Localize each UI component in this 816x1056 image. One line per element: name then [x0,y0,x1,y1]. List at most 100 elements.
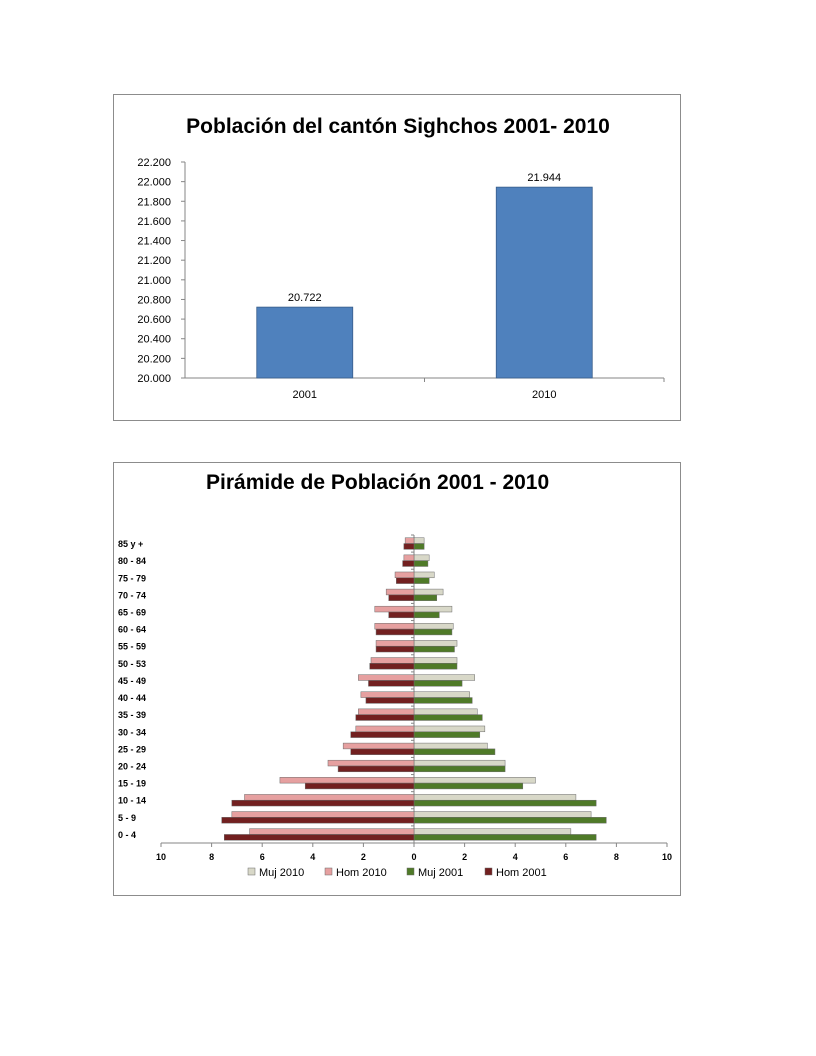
bar-hom-2010 [279,777,415,784]
bar-hom-2001 [388,611,415,619]
bar-muj-2001 [413,765,506,773]
bar-muj-2010 [413,571,435,579]
bar-muj-2001 [413,680,463,687]
x-tick-label: 2010 [532,389,556,401]
y-tick-label: 22.000 [137,177,171,189]
x-tick-label: 0 [411,852,416,862]
x-tick-label: 8 [209,852,214,862]
bar-hom-2010 [370,657,415,664]
legend-swatch [484,867,493,876]
bar-hom-2001 [388,594,415,601]
bar-muj-2001 [413,782,524,790]
age-group-label: 60 - 64 [118,625,146,635]
bar-hom-2001 [355,714,415,721]
age-group-label: 65 - 69 [118,608,146,618]
bar-muj-2001 [413,594,438,601]
bar-muj-2001 [413,628,453,636]
population-pyramid-chart: Pirámide de Población 2001 - 2010 10 8 6 4 2… [113,462,681,896]
bar-hom-2010 [375,640,415,647]
x-tick-label: 4 [513,852,518,862]
bar-muj-2001 [413,799,597,807]
y-tick-label: 21.400 [137,236,171,248]
bar-hom-2001 [375,628,415,636]
bar-hom-2001 [396,577,415,584]
age-group-label: 5 - 9 [118,813,136,823]
x-tick-label: 10 [156,852,166,862]
bar-hom-2010 [374,623,415,630]
bar-muj-2010 [413,554,430,561]
legend-label: Muj 2010 [259,867,304,879]
legend-label: Muj 2001 [418,867,463,879]
legend-swatch [324,867,333,876]
bar-muj-2001 [413,817,607,824]
bar-muj-2001 [413,543,425,550]
legend-label: Hom 2001 [496,867,547,879]
bar-2001 [256,306,354,379]
bar-muj-2010 [413,588,444,596]
bar-muj-2001 [413,731,481,738]
bar-chart-plot: 20.000 20.200 20.400 20.600 20.800 21.000 21.2… [137,157,665,401]
bar-muj-2010 [413,828,572,835]
y-tick-label: 21.200 [137,255,171,267]
y-tick-label: 22.200 [137,157,171,169]
bar-hom-2001 [403,543,415,550]
age-group-label: 70 - 74 [118,590,146,600]
bar-hom-2010 [403,554,415,561]
bar-muj-2010 [413,794,577,801]
bar-hom-2001 [304,782,415,790]
bar-hom-2001 [221,817,415,824]
age-group-label: 40 - 44 [118,693,146,703]
bar-hom-2010 [404,537,415,544]
x-tick-label: 2 [462,852,467,862]
y-tick-label: 21.600 [137,216,171,228]
bar-muj-2010 [413,623,454,630]
bar-muj-2010 [413,725,486,733]
bar-hom-2010 [358,674,415,681]
bar-muj-2001 [413,645,455,653]
y-tick-label: 20.600 [137,314,171,326]
bar-hom-2001 [375,645,415,653]
pyramid-chart-title: Pirámide de Población 2001 - 2010 [206,471,550,494]
x-tick-label: 4 [310,852,315,862]
bar-hom-2010 [342,742,415,750]
x-tick-label: 8 [614,852,619,862]
bar-value-label: 21.944 [527,172,561,184]
bar-muj-2010 [413,691,470,698]
legend-label: Hom 2010 [336,867,387,879]
bar-muj-2010 [413,742,488,750]
bar-muj-2001 [413,834,597,841]
bar-hom-2010 [327,759,415,767]
age-group-label: 55 - 59 [118,642,146,652]
bar-muj-2010 [413,657,458,664]
bar-hom-2010 [394,571,415,579]
y-tick-label: 20.800 [137,294,171,306]
age-group-label: 20 - 24 [118,762,146,772]
bar-hom-2001 [224,834,415,841]
bar-muj-2001 [413,663,458,670]
bar-muj-2010 [413,708,478,715]
y-tick-label: 21.000 [137,275,171,287]
population-bar-chart: Población del cantón Sighchos 2001- 2010… [113,94,681,421]
x-tick-label: 10 [662,852,672,862]
bar-hom-2001 [350,748,415,755]
bar-hom-2001 [350,731,415,738]
bar-muj-2001 [413,714,483,721]
bar-muj-2001 [413,748,496,755]
bar-chart-title: Población del cantón Sighchos 2001- 2010 [186,115,610,138]
age-group-label: 30 - 34 [118,727,146,737]
bar-hom-2001 [368,680,415,687]
y-tick-label: 20.000 [137,373,171,385]
bar-hom-2010 [358,708,415,715]
legend-swatch [247,867,256,876]
bar-hom-2001 [369,663,415,670]
bar-hom-2010 [244,794,415,801]
bar-muj-2001 [413,697,473,704]
bar-muj-2010 [413,605,453,613]
bar-hom-2001 [337,765,415,773]
bar-hom-2010 [360,691,415,698]
y-tick-label: 20.200 [137,353,171,365]
bar-muj-2010 [413,777,536,784]
pyramid-chart-plot: 10 8 6 4 2 0 2 4 6 8 10 0 - 4 5 - 9 10 - 14 15 - 19 20 … [118,534,672,879]
bar-2010 [495,186,593,379]
x-tick-label: 6 [260,852,265,862]
